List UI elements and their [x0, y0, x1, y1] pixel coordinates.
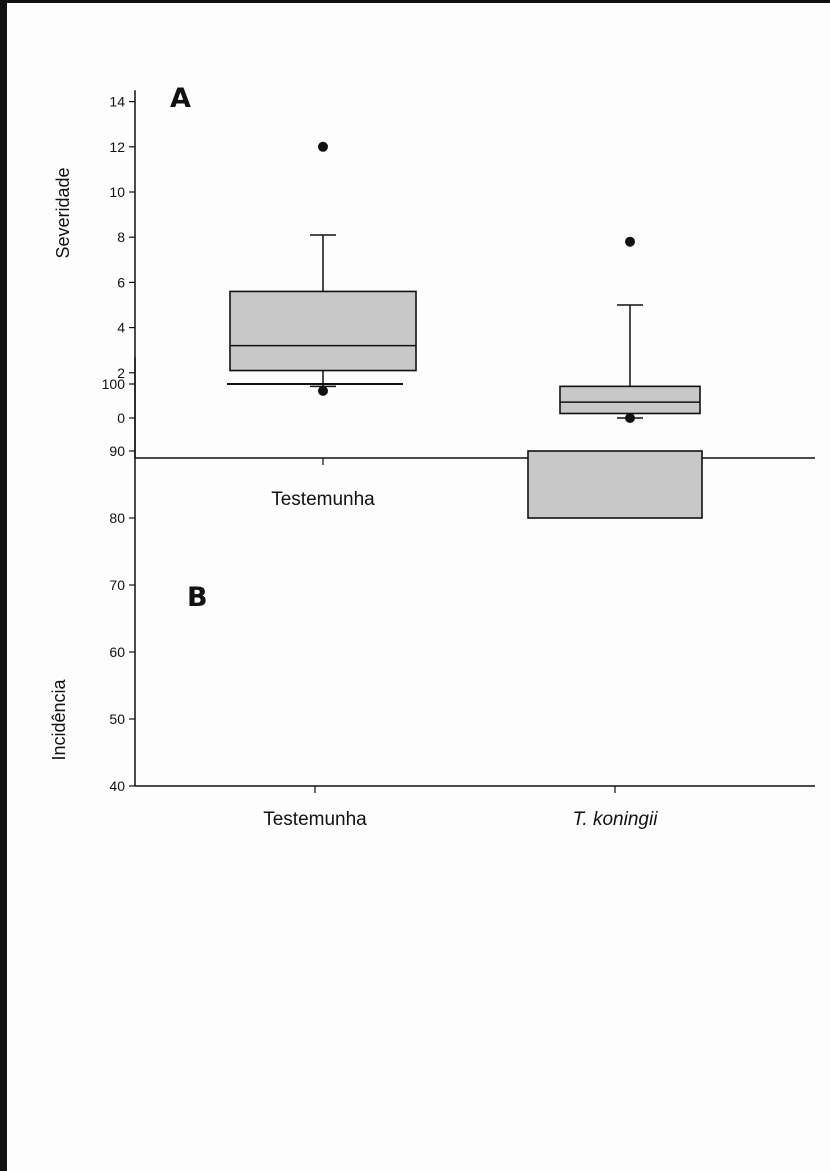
y-tick-label: 6	[117, 274, 125, 290]
outlier-point	[318, 141, 328, 152]
panel-label: B	[187, 582, 208, 613]
box-iqr	[527, 450, 703, 519]
y-tick-label: 8	[117, 229, 125, 245]
y-tick-label: 100	[102, 376, 126, 392]
y-tick-label: 40	[109, 778, 125, 794]
box-iqr	[559, 385, 701, 415]
x-category-label: Testemunha	[271, 489, 375, 510]
y-axis-title: Severidade	[53, 167, 73, 258]
y-tick-label: 10	[109, 184, 125, 200]
y-tick-label: 12	[109, 139, 125, 155]
panel-label: A	[170, 83, 191, 114]
box-iqr	[229, 290, 417, 372]
boxplot-figure: A 0 2 4 6 8 10 12 14 Severidade Testemunha T. konin…	[49, 83, 815, 830]
y-tick-label: 4	[117, 320, 125, 336]
outlier-point	[625, 413, 635, 423]
chart-panel-b: B 40 50 60 70 80 90 100 Incidência Testemunha T. k…	[49, 357, 815, 830]
y-tick-label: 14	[109, 94, 125, 110]
y-tick-label: 90	[109, 443, 125, 459]
y-tick-label: 50	[109, 711, 125, 727]
outlier-point	[625, 236, 635, 247]
y-tick-label: 80	[109, 510, 125, 526]
outlier-point	[318, 385, 328, 396]
chart-panel-a: A02468101214SeveridadeTestemunhaT. konin…	[53, 83, 815, 510]
x-category-label: Testemunha	[263, 809, 367, 830]
y-tick-label: 70	[109, 577, 125, 593]
y-tick-label: 60	[109, 644, 125, 660]
x-category-label: T. koningii	[573, 809, 659, 830]
y-tick-label: 0	[117, 410, 125, 426]
y-tick-label: 2	[117, 365, 125, 381]
y-axis-title: Incidência	[49, 678, 69, 760]
